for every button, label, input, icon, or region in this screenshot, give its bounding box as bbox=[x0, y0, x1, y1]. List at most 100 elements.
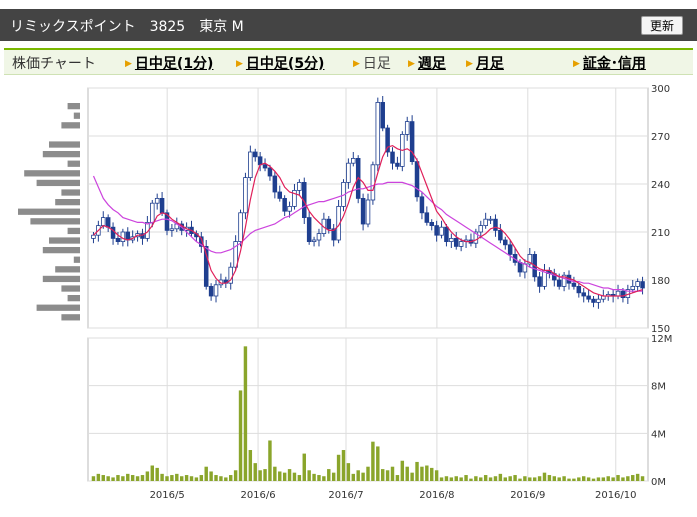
candle-down bbox=[159, 197, 165, 214]
volume-bar bbox=[356, 470, 360, 481]
volume-bar bbox=[371, 441, 375, 481]
volume-bar bbox=[184, 475, 189, 481]
volume-bar bbox=[140, 475, 145, 481]
volume-bar bbox=[91, 476, 96, 481]
volume-bar bbox=[278, 471, 282, 481]
volume-tick-label: 12M bbox=[651, 334, 672, 345]
nav-label: 株価チャート bbox=[12, 56, 96, 72]
volume-bar bbox=[621, 477, 625, 481]
volume-bar bbox=[287, 469, 292, 481]
volume-profile-bar bbox=[73, 256, 80, 263]
candle-up bbox=[311, 239, 317, 243]
volume-bar bbox=[444, 476, 449, 481]
candle-up bbox=[243, 177, 248, 214]
candle-down bbox=[507, 244, 513, 255]
volume-bar bbox=[253, 463, 257, 481]
volume-bar bbox=[336, 454, 341, 481]
volume-bar bbox=[508, 476, 512, 481]
volume-bar bbox=[233, 470, 238, 481]
candle-up bbox=[527, 253, 533, 265]
nav-weekly[interactable]: ▶ 週足 bbox=[408, 56, 446, 72]
candle-up bbox=[478, 225, 484, 233]
volume-bar bbox=[596, 477, 601, 481]
volume-bar bbox=[170, 475, 174, 481]
volume-bar bbox=[434, 470, 439, 481]
volume-bar bbox=[582, 476, 586, 481]
volume-panel-frame bbox=[87, 337, 649, 482]
volume-bar bbox=[214, 475, 218, 481]
nav-intraday-5min[interactable]: ▶ 日中足(5分) bbox=[236, 56, 325, 72]
volume-profile-bar bbox=[18, 208, 80, 215]
volume-bar bbox=[483, 475, 488, 481]
price-tick-label: 270 bbox=[651, 132, 670, 143]
candle-up bbox=[154, 197, 160, 204]
candle-up bbox=[488, 218, 493, 221]
volume-bar bbox=[307, 470, 311, 481]
arrow-icon: ▶ bbox=[573, 59, 580, 69]
candle-down bbox=[115, 237, 121, 242]
candle-down bbox=[409, 121, 415, 162]
volume-bar bbox=[194, 477, 199, 481]
volume-bar bbox=[297, 475, 302, 481]
candle-down bbox=[498, 229, 503, 241]
volume-bar bbox=[430, 467, 434, 481]
volume-bar bbox=[464, 475, 468, 481]
volume-bar bbox=[366, 466, 370, 481]
candle-down bbox=[252, 151, 258, 158]
price-tick-label: 210 bbox=[651, 228, 670, 239]
volume-bar bbox=[454, 476, 458, 481]
volume-bar bbox=[101, 475, 105, 481]
candle-up bbox=[458, 241, 464, 247]
candle-up bbox=[169, 228, 175, 231]
volume-bar bbox=[273, 466, 277, 481]
volume-profile-bar bbox=[36, 179, 80, 187]
candle-down bbox=[537, 276, 542, 287]
candle-up bbox=[100, 217, 106, 227]
volume-profile-bar bbox=[67, 160, 80, 167]
arrow-icon: ▶ bbox=[408, 59, 415, 69]
month-label: 2016/8 bbox=[419, 490, 454, 501]
volume-bar bbox=[209, 471, 213, 481]
nav-margin-credit[interactable]: ▶ 証金･信用 bbox=[573, 56, 646, 72]
candle-down bbox=[385, 127, 390, 153]
volume-bar bbox=[189, 476, 194, 481]
month-label: 2016/7 bbox=[328, 490, 363, 501]
candle-up bbox=[233, 241, 238, 268]
price-tick-label: 150 bbox=[651, 324, 670, 335]
candle-up bbox=[238, 212, 243, 243]
nav-intraday-1min[interactable]: ▶ 日中足(1分) bbox=[125, 56, 214, 72]
volume-profile-bar bbox=[42, 275, 80, 283]
candle-down bbox=[199, 236, 204, 247]
volume-profile-bar bbox=[30, 218, 80, 225]
volume-bar bbox=[542, 472, 547, 481]
volume-bar bbox=[380, 469, 385, 481]
moving-average-long bbox=[92, 175, 643, 292]
candle-down bbox=[429, 221, 434, 226]
volume-bar bbox=[474, 476, 478, 481]
refresh-button[interactable]: 更新 bbox=[641, 16, 683, 35]
volume-bar bbox=[106, 476, 110, 481]
volume-profile-bar bbox=[42, 151, 80, 158]
volume-bar bbox=[243, 346, 248, 481]
volume-bar bbox=[503, 477, 507, 481]
volume-bar bbox=[224, 477, 228, 481]
volume-bar bbox=[175, 473, 179, 481]
volume-bar bbox=[351, 473, 356, 481]
candle-down bbox=[380, 102, 385, 129]
volume-bar bbox=[532, 477, 537, 481]
price-tick-label: 300 bbox=[651, 84, 670, 95]
volume-profile-bar bbox=[42, 247, 80, 254]
volume-bar bbox=[420, 466, 424, 481]
nav-monthly[interactable]: ▶ 月足 bbox=[466, 56, 504, 72]
candle-down bbox=[586, 295, 591, 300]
volume-bar bbox=[238, 390, 243, 481]
volume-bar bbox=[626, 476, 630, 481]
candle-up bbox=[596, 298, 601, 303]
volume-bar bbox=[528, 477, 532, 481]
month-label: 2016/6 bbox=[240, 490, 275, 501]
candle-down bbox=[262, 164, 268, 169]
volume-bar bbox=[390, 466, 395, 481]
volume-bar bbox=[155, 467, 159, 481]
candle-down bbox=[282, 197, 287, 212]
candle-down bbox=[503, 239, 508, 246]
